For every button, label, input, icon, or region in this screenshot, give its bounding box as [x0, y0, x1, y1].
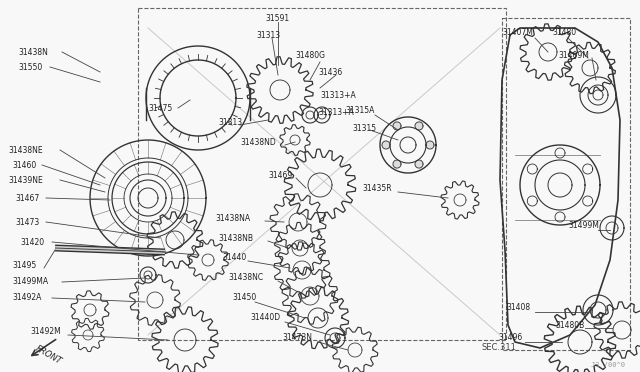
Text: 31473: 31473 — [15, 218, 39, 227]
Text: 31460: 31460 — [12, 160, 36, 170]
Text: 31420: 31420 — [20, 237, 44, 247]
Text: 31438NA: 31438NA — [215, 214, 250, 222]
Text: 31438NB: 31438NB — [218, 234, 253, 243]
Bar — [502, 18, 630, 350]
Text: 31313+A: 31313+A — [318, 108, 354, 116]
Text: 31440: 31440 — [222, 253, 246, 263]
Polygon shape — [415, 122, 423, 130]
Text: 31313+A: 31313+A — [320, 90, 356, 99]
Text: 31480G: 31480G — [295, 51, 325, 60]
Polygon shape — [382, 141, 390, 149]
Text: 31436: 31436 — [318, 67, 342, 77]
Text: 31440D: 31440D — [250, 314, 280, 323]
Text: 31499M: 31499M — [568, 221, 599, 230]
Text: 31499MA: 31499MA — [12, 278, 48, 286]
Text: 31313: 31313 — [218, 118, 242, 126]
Text: 31492M: 31492M — [30, 327, 61, 337]
Text: 31315: 31315 — [352, 124, 376, 132]
Text: 31438NC: 31438NC — [228, 273, 263, 282]
Text: J3 /00^0: J3 /00^0 — [591, 362, 625, 368]
Text: 31438NE: 31438NE — [8, 145, 43, 154]
Polygon shape — [393, 122, 401, 130]
Text: 31473N: 31473N — [282, 334, 312, 343]
Text: 31492A: 31492A — [12, 294, 42, 302]
Text: SEC.311: SEC.311 — [482, 343, 517, 353]
Text: 31480: 31480 — [552, 28, 576, 36]
Text: 31438ND: 31438ND — [240, 138, 276, 147]
Text: 31467: 31467 — [15, 193, 39, 202]
Text: 31475: 31475 — [148, 103, 172, 112]
Text: 31435R: 31435R — [362, 183, 392, 192]
Text: 31480B: 31480B — [555, 321, 584, 330]
Text: 31550: 31550 — [18, 62, 42, 71]
Text: 31439NE: 31439NE — [8, 176, 43, 185]
Bar — [138, 8, 506, 340]
Polygon shape — [415, 160, 423, 168]
Text: 31438N: 31438N — [18, 48, 48, 57]
Text: 31496: 31496 — [498, 334, 522, 343]
Text: 31409M: 31409M — [558, 51, 589, 60]
Text: 31469: 31469 — [268, 170, 292, 180]
Text: 31313: 31313 — [256, 31, 280, 39]
Text: 31591: 31591 — [265, 13, 289, 22]
Text: 31450: 31450 — [232, 294, 256, 302]
Polygon shape — [426, 141, 434, 149]
Text: 31407M: 31407M — [502, 28, 533, 36]
Text: 31495: 31495 — [12, 260, 36, 269]
Polygon shape — [393, 160, 401, 168]
Text: FRONT: FRONT — [33, 344, 63, 366]
Text: 31408: 31408 — [506, 304, 530, 312]
Text: 31315A: 31315A — [345, 106, 374, 115]
